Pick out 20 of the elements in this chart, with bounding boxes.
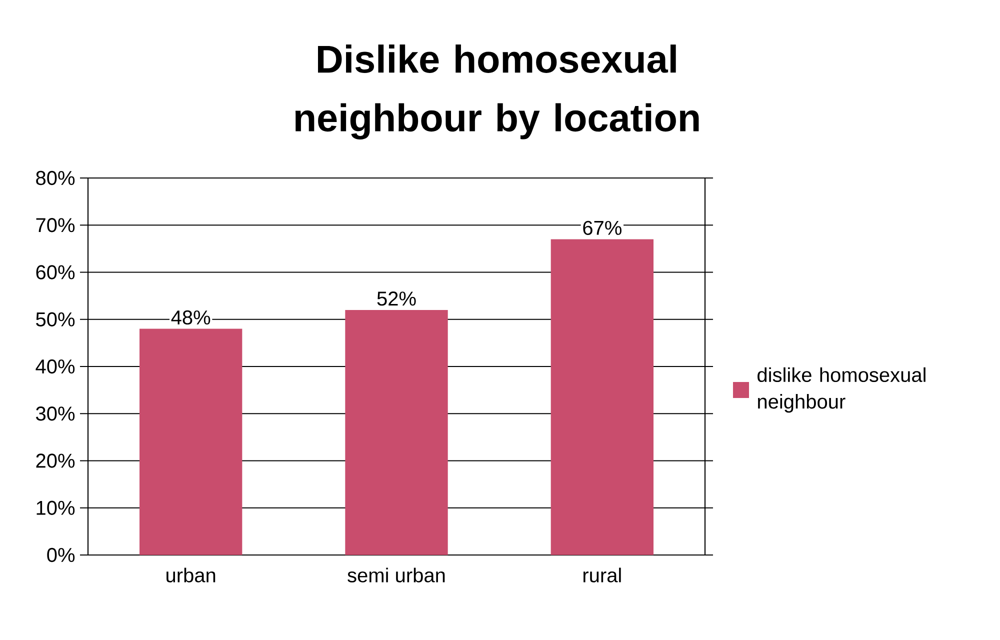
y-tick-label: 20% (36, 454, 75, 468)
bar (345, 310, 448, 555)
y-tick-label: 80% (36, 170, 75, 186)
y-tick-label: 50% (36, 312, 75, 326)
x-tick-label: urban (166, 568, 216, 582)
y-tick-label: 0% (47, 548, 75, 562)
y-tick-label: 10% (36, 500, 75, 515)
chart-title: Dislike homosexual neighbour by location (295, 44, 699, 140)
y-tick-label: 40% (36, 359, 75, 374)
bar (140, 328, 242, 555)
data-label: 52% (377, 292, 416, 306)
y-tick-label: 30% (36, 406, 75, 421)
y-tick-label: 70% (36, 218, 75, 232)
y-tick-label: 60% (36, 265, 75, 280)
x-tick-label: semi urban (348, 568, 445, 582)
data-label: 48% (171, 310, 210, 325)
legend-label: dislike homosexual neighbour (758, 367, 926, 413)
data-label: 67% (583, 220, 622, 235)
bar (550, 239, 654, 555)
x-tick-label: rural (583, 568, 621, 582)
